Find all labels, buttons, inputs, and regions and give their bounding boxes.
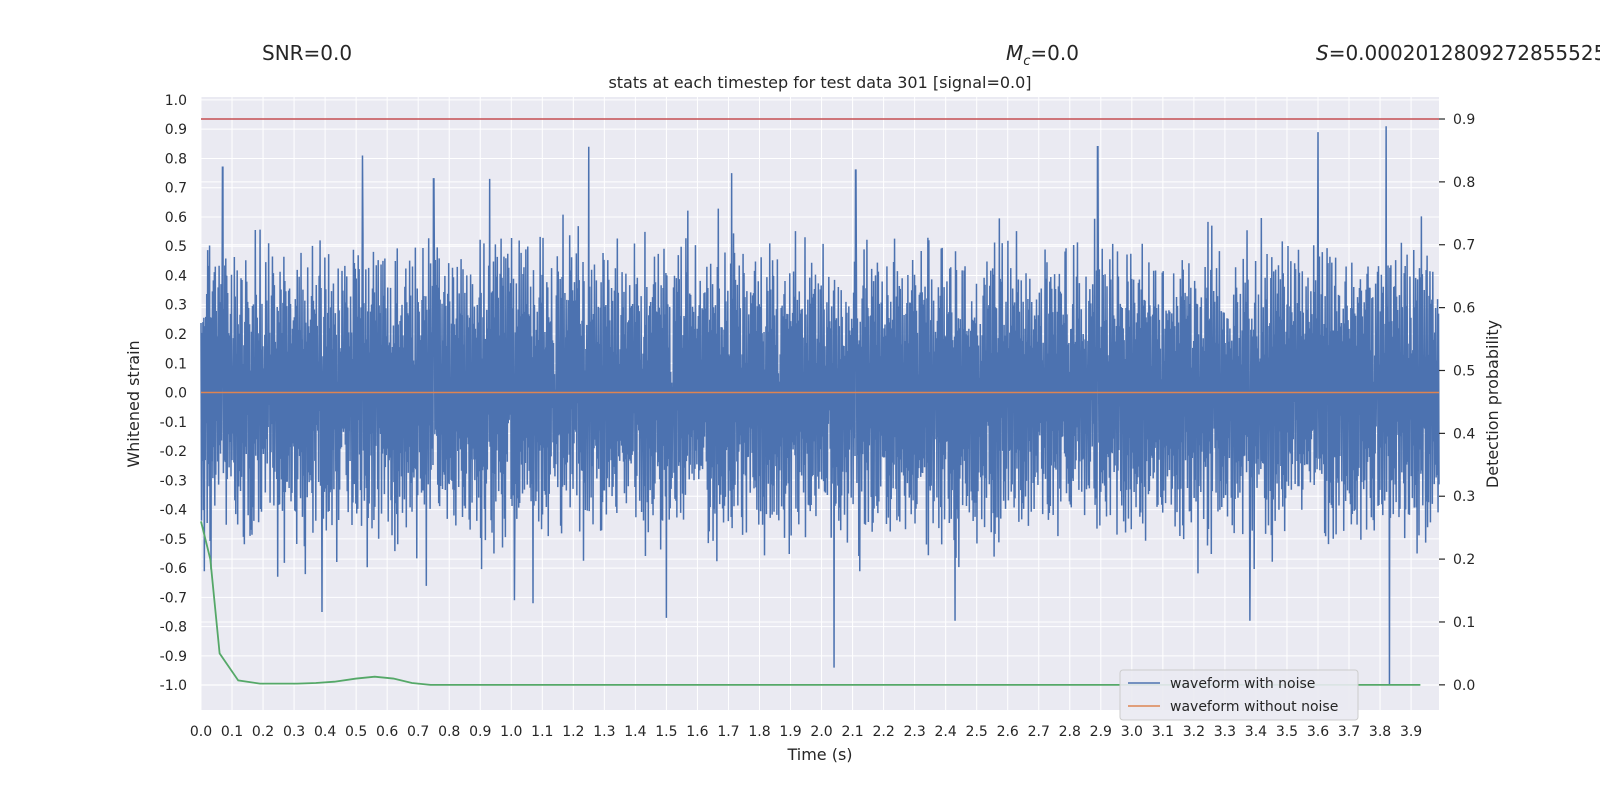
- chirp-mass-value: =0.0: [1030, 41, 1079, 65]
- x-tick-label: 2.0: [810, 724, 832, 740]
- y-axis-right-label: Detection probability: [1483, 320, 1502, 488]
- detection-probability-line: [200, 521, 1421, 686]
- x-tick-label: 2.2: [872, 724, 894, 740]
- overlay-series: [200, 118, 1439, 686]
- x-tick-label: 1.7: [717, 724, 739, 740]
- x-tick-label: 2.8: [1059, 724, 1081, 740]
- x-tick-label: 2.6: [997, 724, 1019, 740]
- y-right-tick-label: 0.6: [1453, 301, 1475, 317]
- y-left-tick-label: 0.6: [165, 210, 187, 226]
- x-tick-label: 3.3: [1214, 724, 1236, 740]
- x-tick-label: 2.4: [935, 724, 957, 740]
- legend: waveform with noise waveform without noi…: [1119, 669, 1359, 721]
- chart-title: stats at each timestep for test data 301…: [608, 73, 1031, 92]
- y-axis-right-ticks: 0.9 0.8 0.7 0.6 0.5 0.4 0.3 0.2 0.1 0.0: [1439, 112, 1475, 694]
- legend-label-waveform-without-noise: waveform without noise: [1170, 699, 1338, 715]
- x-tick-label: 3.4: [1245, 724, 1267, 740]
- y-right-tick-label: 0.3: [1453, 489, 1475, 505]
- x-tick-label: 1.6: [686, 724, 708, 740]
- x-tick-label: 0.8: [438, 724, 460, 740]
- y-left-tick-label: 0.1: [165, 356, 187, 372]
- x-tick-label: 2.9: [1090, 724, 1112, 740]
- x-tick-label: 1.3: [593, 724, 615, 740]
- x-tick-label: 3.1: [1152, 724, 1174, 740]
- legend-label-waveform-with-noise: waveform with noise: [1170, 676, 1315, 692]
- waveform-with-noise-trace: [200, 126, 1440, 686]
- snr-label: SNR=0.0: [262, 41, 353, 65]
- y-right-tick-label: 0.4: [1453, 426, 1475, 442]
- x-tick-label: 1.8: [748, 724, 770, 740]
- y-right-tick-label: 0.7: [1453, 238, 1475, 254]
- x-tick-label: 1.0: [500, 724, 522, 740]
- x-tick-label: 3.8: [1369, 724, 1391, 740]
- x-axis-label: Time (s): [786, 745, 852, 764]
- x-tick-label: 1.4: [624, 724, 646, 740]
- y-left-tick-label: 0.0: [165, 386, 187, 402]
- y-right-tick-label: 0.1: [1453, 615, 1475, 631]
- x-tick-label: 2.1: [841, 724, 863, 740]
- y-right-tick-label: 0.8: [1453, 175, 1475, 191]
- x-tick-label: 2.5: [966, 724, 988, 740]
- y-left-tick-label: 0.3: [165, 298, 187, 314]
- x-tick-label: 3.6: [1307, 724, 1329, 740]
- y-left-tick-label: 0.7: [165, 181, 187, 197]
- y-left-tick-label: -1.0: [160, 678, 187, 694]
- y-left-tick-label: -0.4: [160, 503, 187, 519]
- y-left-tick-label: 1.0: [165, 93, 187, 109]
- y-left-tick-label: 0.9: [165, 122, 187, 138]
- x-tick-label: 1.5: [655, 724, 677, 740]
- y-left-tick-label: 0.5: [165, 239, 187, 255]
- y-left-tick-label: -0.8: [160, 620, 187, 636]
- chirp-mass-label: Mc=0.0: [1006, 41, 1079, 69]
- y-right-tick-label: 0.0: [1453, 678, 1475, 694]
- y-left-tick-label: -0.5: [160, 532, 187, 548]
- y-axis-left-ticks: 1.0 0.9 0.8 0.7 0.6 0.5 0.4 0.3 0.2 0.1 0.0 -0.1 -0.…: [160, 93, 187, 694]
- y-left-tick-label: -0.3: [160, 473, 187, 489]
- x-tick-label: 1.9: [779, 724, 801, 740]
- x-tick-label: 0.6: [376, 724, 398, 740]
- y-left-tick-label: -0.6: [160, 561, 187, 577]
- x-tick-label: 0.9: [469, 724, 491, 740]
- x-tick-label: 0.1: [221, 724, 243, 740]
- x-tick-label: 0.7: [407, 724, 429, 740]
- x-axis-ticks: 0.0 0.1 0.2 0.3 0.4 0.5 0.6 0.7 0.8 0.9 1.0 1.1 1.2 1…: [190, 724, 1422, 740]
- y-left-tick-label: -0.2: [160, 444, 187, 460]
- y-left-tick-label: 0.8: [165, 151, 187, 167]
- y-axis-left-label: Whitened strain: [124, 340, 143, 467]
- x-tick-label: 2.7: [1028, 724, 1050, 740]
- x-tick-label: 3.2: [1183, 724, 1205, 740]
- x-tick-label: 0.5: [345, 724, 367, 740]
- y-left-tick-label: 0.2: [165, 327, 187, 343]
- waveform-with-noise-line: [200, 126, 1440, 686]
- x-tick-label: 0.2: [252, 724, 274, 740]
- x-tick-label: 1.2: [562, 724, 584, 740]
- y-right-tick-label: 0.5: [1453, 363, 1475, 379]
- score-symbol: S: [1316, 41, 1329, 65]
- chirp-mass-subscript: c: [1023, 54, 1031, 69]
- x-tick-label: 3.9: [1400, 724, 1422, 740]
- x-tick-label: 0.3: [283, 724, 305, 740]
- y-right-tick-label: 0.9: [1453, 112, 1475, 128]
- y-left-tick-label: -0.9: [160, 649, 187, 665]
- y-left-tick-label: -0.1: [160, 415, 187, 431]
- x-tick-label: 3.7: [1338, 724, 1360, 740]
- y-left-tick-label: 0.4: [165, 268, 187, 284]
- y-left-tick-label: -0.7: [160, 590, 187, 606]
- x-tick-label: 3.5: [1276, 724, 1298, 740]
- score-label: S=0.0002012809272855525: [1316, 41, 1600, 65]
- y-right-tick-label: 0.2: [1453, 552, 1475, 568]
- x-tick-label: 0.4: [314, 724, 336, 740]
- chirp-mass-symbol: M: [1006, 41, 1024, 65]
- x-tick-label: 2.3: [904, 724, 926, 740]
- x-tick-label: 1.1: [531, 724, 553, 740]
- score-value: =0.0002012809272855525: [1328, 41, 1600, 65]
- x-tick-label: 3.0: [1121, 724, 1143, 740]
- legend-box: [1119, 669, 1359, 721]
- x-tick-label: 0.0: [190, 724, 212, 740]
